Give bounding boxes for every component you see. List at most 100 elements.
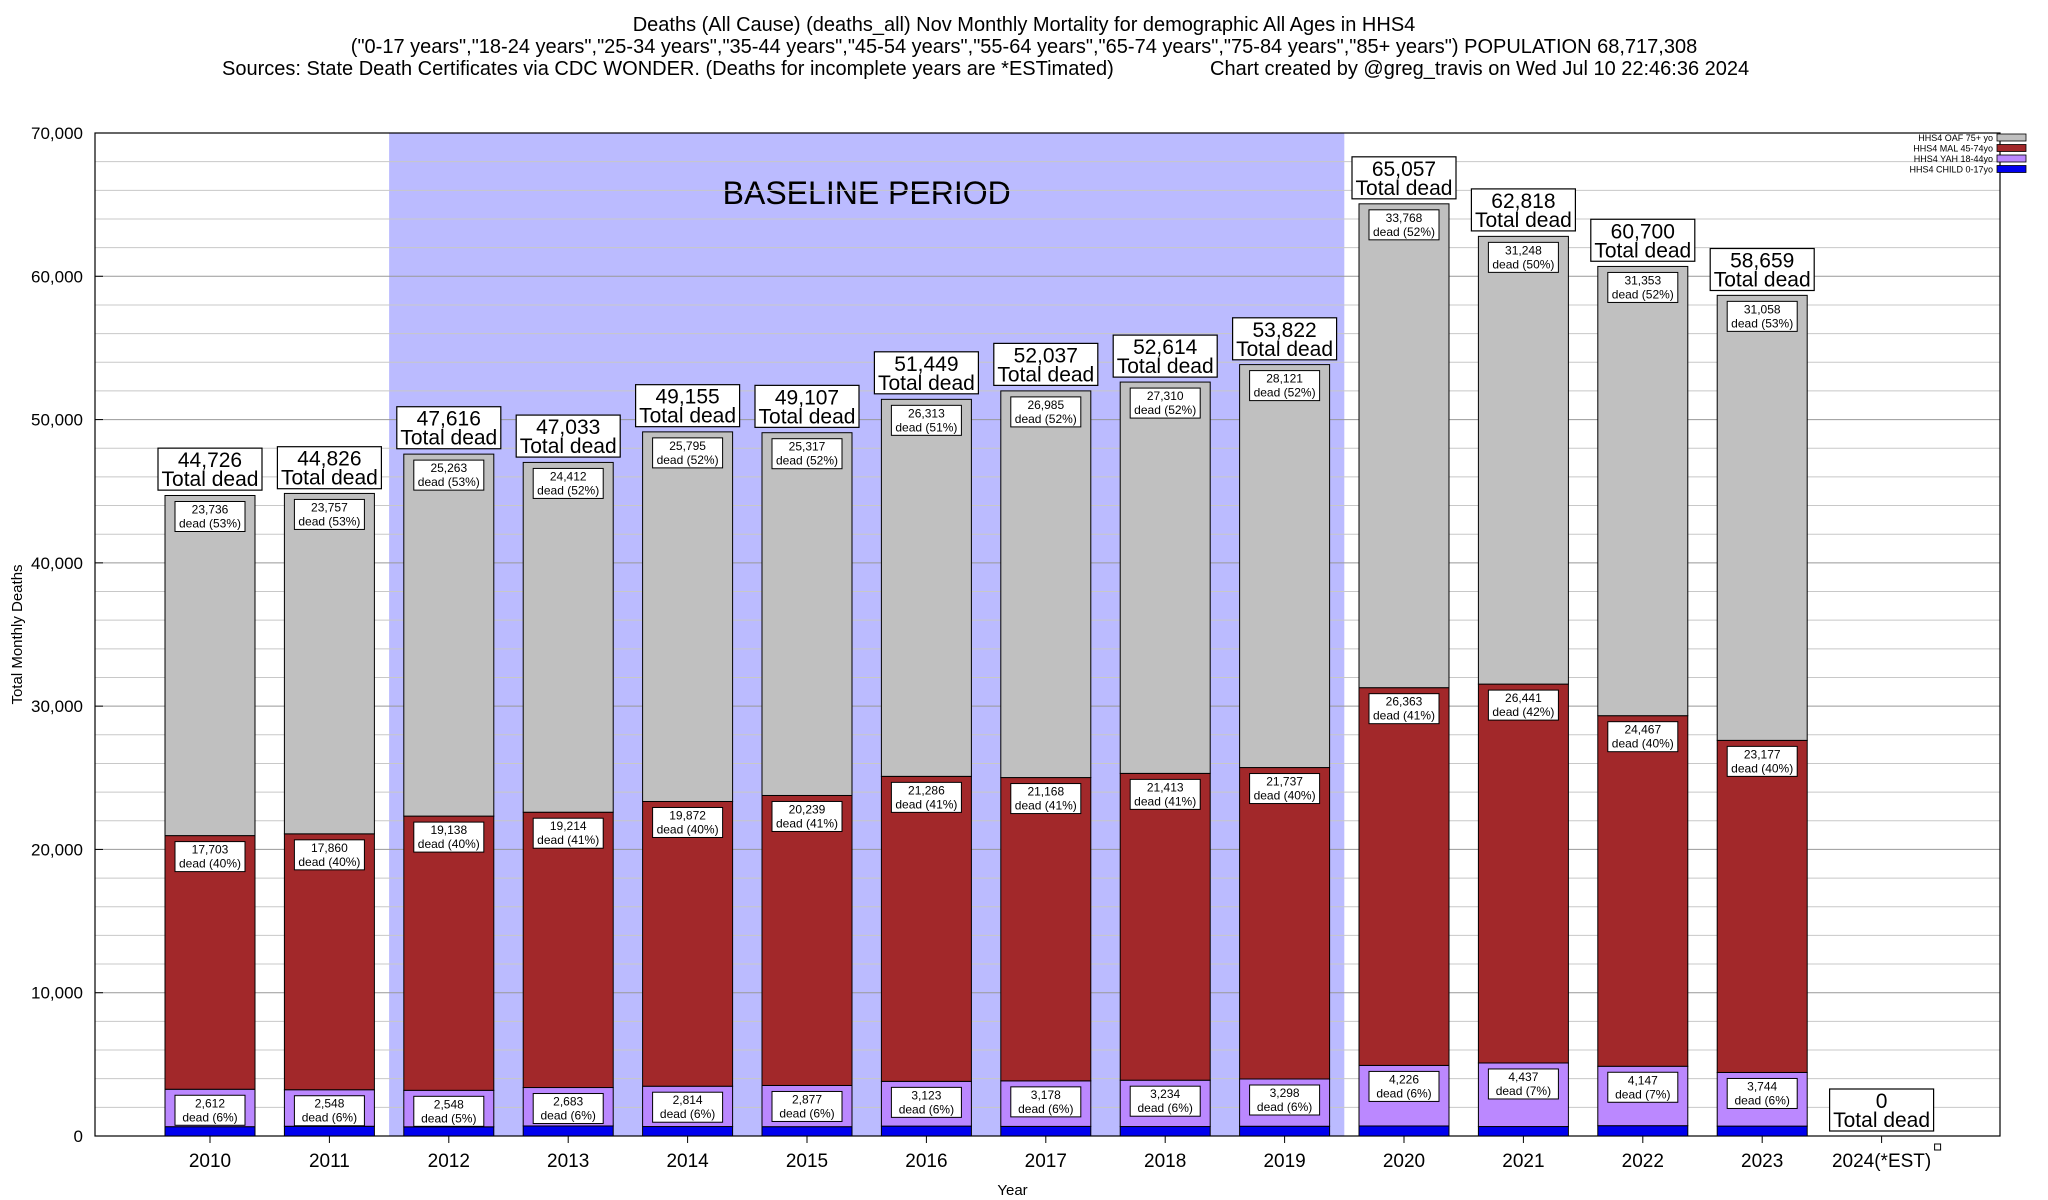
- segment-label-pct: dead (6%): [1257, 1100, 1312, 1114]
- bar-segment: [283, 1125, 375, 1137]
- segment-label-value: 24,467: [1624, 723, 1661, 737]
- segment-label-value: 19,214: [550, 819, 587, 833]
- bar-segment: [761, 1126, 853, 1137]
- total-label-value: 52,037: [1014, 344, 1078, 367]
- bar-segment: [522, 811, 614, 1089]
- bar-segment: [1716, 294, 1808, 741]
- segment-label-value: 23,177: [1744, 747, 1781, 761]
- legend-swatch: [1996, 165, 2027, 173]
- total-label-box: [873, 351, 980, 395]
- segment-label-box: [652, 437, 724, 469]
- segment-label-value: 27,310: [1147, 389, 1184, 403]
- y-axis-label: Total Monthly Deaths: [9, 564, 26, 704]
- segment-label-pct: dead (6%): [1735, 1093, 1790, 1107]
- total-label-suffix: Total dead: [1475, 209, 1572, 232]
- segment-label-value: 31,248: [1505, 243, 1542, 257]
- segment-label-value: 31,058: [1744, 302, 1781, 316]
- bar-segment: [1119, 381, 1211, 774]
- total-label-value: 53,822: [1252, 319, 1316, 342]
- segment-label-value: 26,363: [1386, 695, 1423, 709]
- segment-label-box: [771, 800, 843, 832]
- x-tick-label: 2022: [1622, 1151, 1664, 1172]
- segment-label-pct: dead (52%): [1612, 287, 1674, 301]
- segment-label-value: 2,548: [434, 1097, 464, 1111]
- segment-label-pct: dead (52%): [1254, 386, 1316, 400]
- total-label-box: [515, 414, 621, 458]
- segment-label-box: [1129, 387, 1201, 419]
- total-label-box: [1231, 317, 1338, 361]
- segment-label-pct: dead (40%): [1612, 737, 1674, 751]
- total-label-value: 52,614: [1133, 336, 1198, 359]
- segment-label-pct: dead (6%): [541, 1109, 596, 1123]
- total-label-box: [1351, 156, 1457, 200]
- segment-label-value: 19,872: [669, 808, 706, 822]
- segment-label-box: [293, 839, 365, 871]
- total-label-suffix: Total dead: [162, 468, 259, 491]
- x-tick-label: 2018: [1144, 1151, 1186, 1172]
- x-tick-label: 2016: [905, 1151, 947, 1172]
- y-tick-label: 30,000: [31, 697, 83, 716]
- segment-label-pct: dead (7%): [1496, 1084, 1551, 1098]
- y-tick-label: 20,000: [31, 840, 83, 859]
- segment-label-pct: dead (52%): [1373, 225, 1435, 239]
- bar-segment: [1716, 1125, 1808, 1137]
- bar-segment: [164, 835, 256, 1090]
- total-label-value: 58,659: [1730, 250, 1794, 273]
- segment-label-pct: dead (6%): [660, 1107, 715, 1121]
- segment-label-box: [1249, 773, 1321, 805]
- total-label-value: 44,726: [178, 449, 242, 472]
- total-label-box: [1828, 1088, 1935, 1132]
- total-label-value: 51,449: [894, 353, 958, 376]
- bar-segment: [880, 775, 972, 1082]
- x-tick-label: 2014: [666, 1151, 709, 1172]
- segment-label-box: [1607, 721, 1679, 753]
- total-label-box: [754, 384, 860, 428]
- segment-label-box: [890, 404, 962, 436]
- segment-label-pct: dead (5%): [421, 1111, 476, 1125]
- bar-segment: [1477, 683, 1569, 1064]
- total-label-value: 60,700: [1611, 220, 1675, 243]
- segment-label-box: [1249, 1084, 1321, 1116]
- segment-label-pct: dead (53%): [1731, 316, 1793, 330]
- total-label-value: 44,826: [297, 448, 361, 471]
- bar-segment: [880, 1125, 972, 1137]
- x-tick-label: 2012: [428, 1151, 470, 1172]
- segment-label-box: [890, 781, 962, 813]
- segment-label-box: [1487, 241, 1559, 273]
- segment-label-box: [1129, 1085, 1201, 1117]
- segment-label-box: [1487, 1068, 1559, 1100]
- segment-label-box: [1607, 271, 1679, 303]
- total-label-box: [396, 406, 502, 450]
- bar-segment: [283, 492, 375, 835]
- total-label-suffix: Total dead: [639, 405, 736, 428]
- total-label-suffix: Total dead: [520, 435, 617, 458]
- bar-segment: [1597, 715, 1689, 1067]
- segment-label-box: [652, 806, 724, 838]
- bar-segment: [1477, 1126, 1569, 1137]
- y-tick-label: 0: [74, 1127, 83, 1146]
- segment-label-value: 25,263: [430, 461, 467, 475]
- segment-label-value: 3,744: [1747, 1079, 1777, 1093]
- segment-label-value: 21,737: [1266, 775, 1303, 789]
- segment-label-pct: dead (41%): [1134, 794, 1196, 808]
- segment-label-value: 2,814: [673, 1093, 703, 1107]
- segment-label-value: 26,441: [1505, 691, 1542, 705]
- segment-label-pct: dead (7%): [1615, 1087, 1670, 1101]
- segment-label-box: [532, 1093, 604, 1125]
- segment-label-pct: dead (6%): [1018, 1102, 1073, 1116]
- total-label-suffix: Total dead: [1594, 239, 1691, 262]
- chart-subtitle: ("0-17 years","18-24 years","25-34 years…: [350, 36, 1698, 58]
- baseline-period-label: BASELINE PERIOD: [723, 175, 1011, 211]
- segment-label-box: [1726, 300, 1798, 332]
- legend-swatch: [1996, 133, 2027, 142]
- segment-label-pct: dead (52%): [1134, 403, 1196, 417]
- total-label-value: 0: [1876, 1090, 1888, 1113]
- bar-segment: [642, 1126, 734, 1137]
- segment-label-value: 2,683: [553, 1095, 583, 1109]
- segment-label-value: 23,736: [192, 502, 229, 516]
- bar-segment: [283, 833, 375, 1091]
- segment-label-box: [1010, 783, 1082, 815]
- y-tick-label: 60,000: [31, 267, 83, 286]
- segment-label-value: 2,877: [792, 1092, 822, 1106]
- segment-label-box: [1487, 689, 1559, 721]
